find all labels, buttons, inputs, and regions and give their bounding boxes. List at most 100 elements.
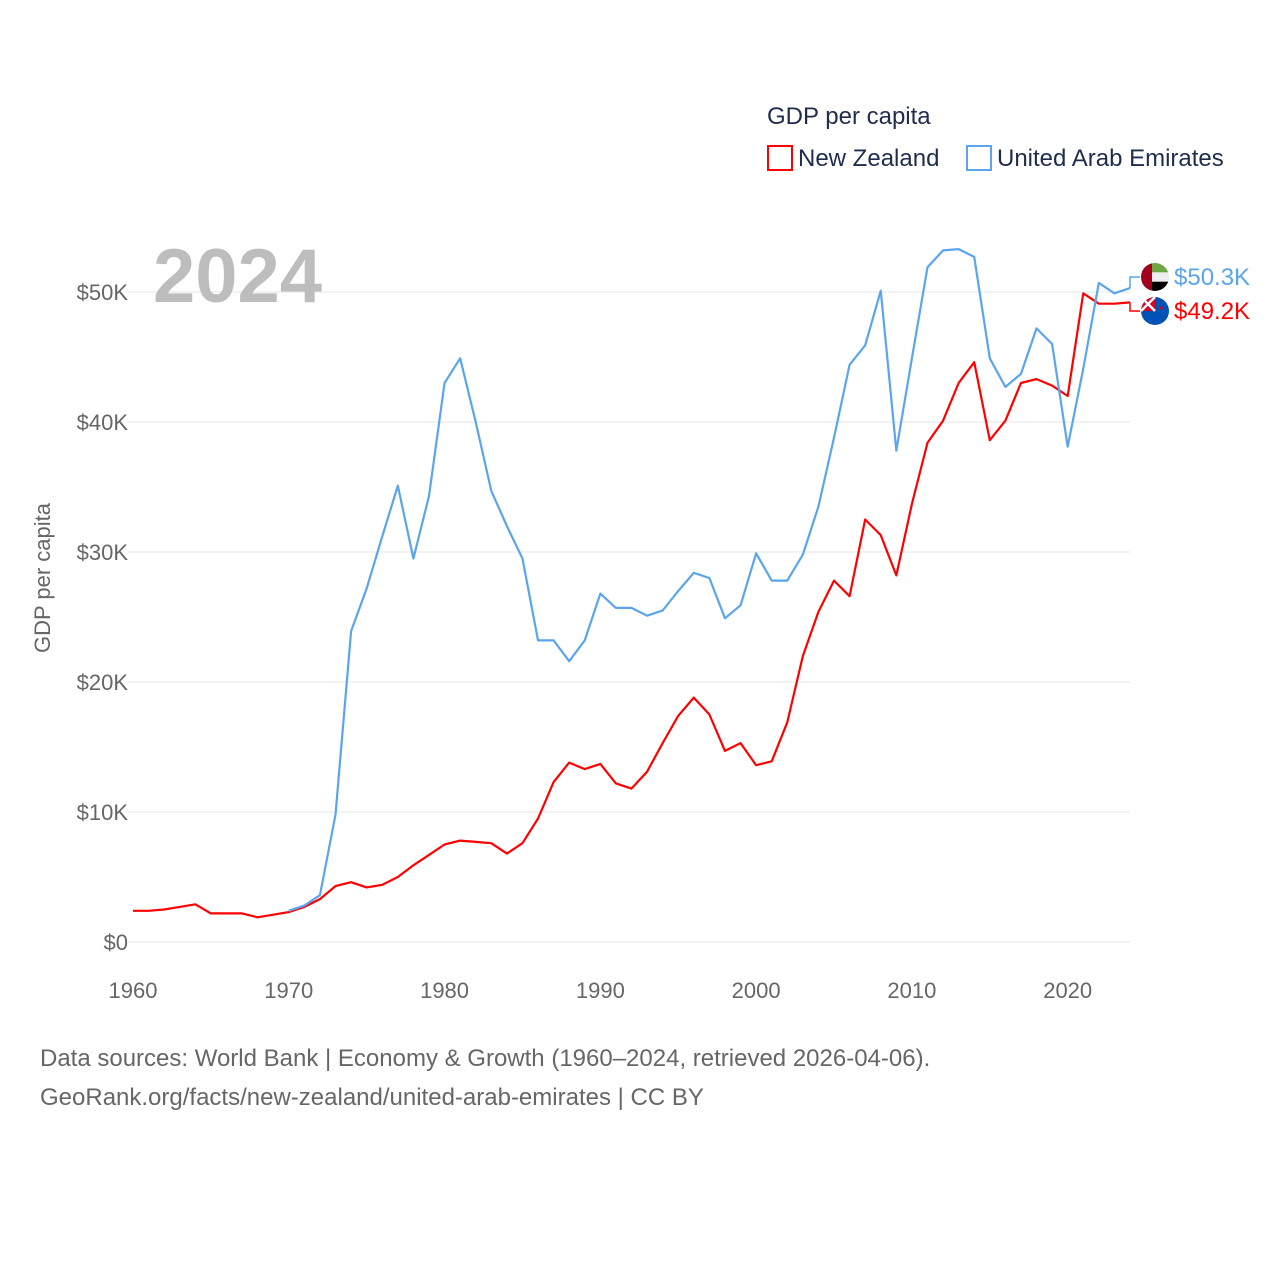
data-point xyxy=(644,769,650,775)
data-point xyxy=(1018,371,1024,377)
end-connector xyxy=(1129,276,1140,289)
legend-item-uae[interactable]: United Arab Emirates xyxy=(966,145,1224,172)
data-point xyxy=(831,578,837,584)
data-point xyxy=(1111,290,1117,296)
data-point xyxy=(379,533,385,539)
x-axis-ticks: 1960 1970 1980 1990 2000 2010 2020 xyxy=(109,978,1093,1003)
x-tick-label: 2010 xyxy=(887,978,936,1003)
data-point xyxy=(348,879,354,885)
data-point xyxy=(909,501,915,507)
data-point xyxy=(831,435,837,441)
year-watermark: 2024 xyxy=(153,234,322,319)
data-point xyxy=(333,812,339,818)
data-point xyxy=(878,532,884,538)
data-point xyxy=(629,605,635,611)
data-point xyxy=(566,760,572,766)
data-point xyxy=(987,437,993,443)
data-point xyxy=(457,355,463,361)
data-point xyxy=(1034,325,1040,331)
data-point xyxy=(239,910,245,916)
legend-swatch-uae xyxy=(966,145,992,171)
data-point xyxy=(971,254,977,260)
data-point xyxy=(706,575,712,581)
data-point xyxy=(364,585,370,591)
data-point xyxy=(333,883,339,889)
data-point xyxy=(629,786,635,792)
data-point xyxy=(738,740,744,746)
gridlines xyxy=(128,291,1130,943)
y-tick-label: $20K xyxy=(77,670,129,695)
data-point xyxy=(660,608,666,614)
data-point xyxy=(1111,301,1117,307)
data-point xyxy=(364,884,370,890)
data-point xyxy=(410,556,416,562)
data-point xyxy=(815,609,821,615)
x-tick-label: 2020 xyxy=(1043,978,1092,1003)
end-labels: $49.2K $50.3K xyxy=(1129,263,1250,325)
data-point xyxy=(1065,444,1071,450)
end-connector xyxy=(1129,302,1140,312)
data-point xyxy=(1002,418,1008,424)
data-point xyxy=(613,780,619,786)
data-point xyxy=(395,483,401,489)
data-point xyxy=(706,712,712,718)
legend-item-new-zealand[interactable]: New Zealand xyxy=(767,145,939,172)
series-lines xyxy=(133,246,1131,920)
data-point xyxy=(987,355,993,361)
data-point xyxy=(488,488,494,494)
data-point xyxy=(504,851,510,857)
data-point xyxy=(301,903,307,909)
data-point xyxy=(426,493,432,499)
data-point xyxy=(146,908,152,914)
end-value-label-new-zealand: $49.2K xyxy=(1174,298,1250,325)
data-point xyxy=(753,762,759,768)
united-arab-emirates-flag-icon xyxy=(1141,263,1169,291)
y-tick-label: $10K xyxy=(77,800,129,825)
footer-link[interactable]: GeoRank.org/facts/new-zealand/united-ara… xyxy=(40,1084,704,1111)
data-point xyxy=(956,380,962,386)
legend-label-uae: United Arab Emirates xyxy=(997,145,1224,172)
data-point xyxy=(893,572,899,578)
data-point xyxy=(1018,380,1024,386)
data-point xyxy=(317,892,323,898)
data-point xyxy=(566,658,572,664)
footer-sources: Data sources: World Bank | Economy & Gro… xyxy=(40,1045,931,1072)
data-point xyxy=(504,523,510,529)
data-point xyxy=(395,874,401,880)
data-point xyxy=(473,839,479,845)
data-point xyxy=(753,550,759,556)
data-point xyxy=(488,840,494,846)
data-point xyxy=(847,362,853,368)
data-point xyxy=(1065,393,1071,399)
end-value-label-united-arab-emirates: $50.3K xyxy=(1174,264,1250,291)
data-point xyxy=(1080,290,1086,296)
data-point xyxy=(644,613,650,619)
data-point xyxy=(457,838,463,844)
data-point xyxy=(255,914,261,920)
data-point xyxy=(208,910,214,916)
data-point xyxy=(909,355,915,361)
data-point xyxy=(582,637,588,643)
data-point xyxy=(940,247,946,253)
data-point xyxy=(519,556,525,562)
data-point xyxy=(442,842,448,848)
data-point xyxy=(473,419,479,425)
data-point xyxy=(442,380,448,386)
data-point xyxy=(1096,280,1102,286)
data-point xyxy=(800,552,806,558)
data-point xyxy=(722,748,728,754)
data-point xyxy=(924,440,930,446)
y-tick-label: $30K xyxy=(77,540,129,565)
x-tick-label: 1980 xyxy=(420,978,469,1003)
data-point xyxy=(956,246,962,252)
data-point xyxy=(613,605,619,611)
data-point xyxy=(551,637,557,643)
data-point xyxy=(691,695,697,701)
data-point xyxy=(223,910,229,916)
data-point xyxy=(924,264,930,270)
new-zealand-flag-icon xyxy=(1141,297,1169,325)
series-line-united-arab-emirates xyxy=(288,248,1131,912)
data-point xyxy=(769,578,775,584)
data-point xyxy=(862,342,868,348)
